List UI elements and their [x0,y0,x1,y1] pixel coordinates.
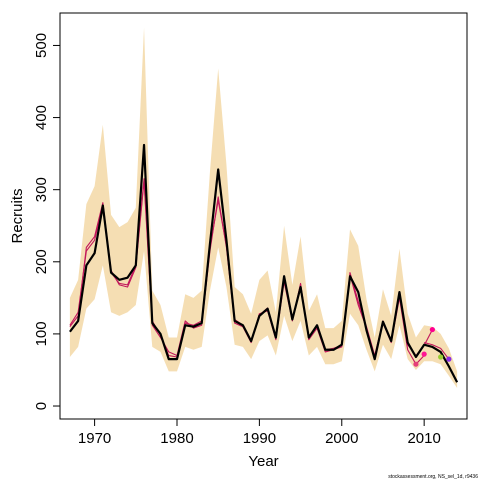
retrospective-line-2 [424,342,450,360]
terminal-point [421,351,427,357]
y-tick-label: 0 [33,402,50,410]
plot-frame [59,12,468,420]
series-lines-layer [69,143,459,383]
y-tick-label: 200 [33,249,50,274]
x-tick-label: 2000 [325,430,358,447]
terminal-point [438,354,444,360]
y-tick-label: 500 [33,33,50,58]
y-tick-label: 100 [33,321,50,346]
y-axis: 0 100 200 300 400 500 [33,33,61,410]
x-tick-label: 1970 [78,430,111,447]
x-axis-label: Year [248,453,278,470]
terminal-point [413,361,419,367]
x-axis: 1970 1980 1990 2000 2010 [78,418,441,447]
confidence-band [69,27,458,388]
y-axis-label: Recruits [9,188,26,243]
y-tick-label: 400 [33,105,50,130]
source-footnote: stockassessment.org, NS_sel_1d, r9436 [388,474,478,480]
terminal-point [446,356,452,362]
y-tick-label: 300 [33,177,50,202]
terminal-points-layer [413,326,452,367]
terminal-point [429,326,435,333]
x-tick-label: 1980 [160,430,193,447]
confidence-band-layer [69,27,458,388]
x-tick-label: 2010 [407,430,440,447]
estimate-line [69,143,459,383]
x-tick-label: 1990 [243,430,276,447]
